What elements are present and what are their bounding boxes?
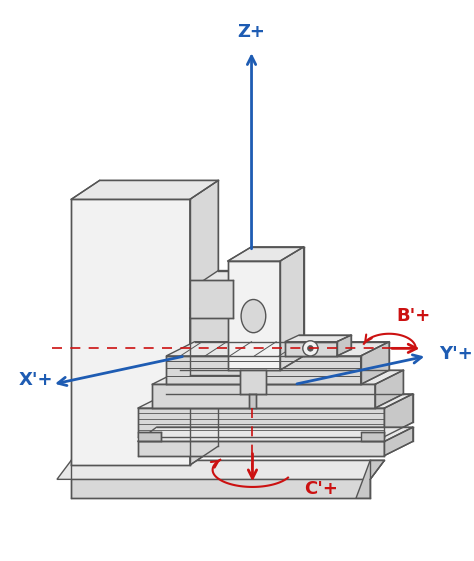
Polygon shape bbox=[190, 270, 280, 289]
Polygon shape bbox=[137, 442, 384, 456]
Polygon shape bbox=[249, 394, 256, 408]
Text: C'+: C'+ bbox=[304, 480, 337, 498]
Polygon shape bbox=[375, 370, 403, 408]
Polygon shape bbox=[252, 270, 280, 375]
Circle shape bbox=[308, 346, 313, 351]
Polygon shape bbox=[190, 181, 219, 465]
Text: Z+: Z+ bbox=[237, 23, 265, 41]
Polygon shape bbox=[361, 432, 384, 442]
Polygon shape bbox=[384, 427, 413, 456]
Polygon shape bbox=[228, 247, 304, 261]
Polygon shape bbox=[71, 181, 219, 199]
Polygon shape bbox=[137, 394, 413, 408]
Polygon shape bbox=[71, 199, 190, 465]
Ellipse shape bbox=[241, 300, 266, 333]
Polygon shape bbox=[137, 432, 161, 442]
Polygon shape bbox=[384, 394, 413, 436]
Polygon shape bbox=[240, 370, 266, 394]
Polygon shape bbox=[361, 342, 389, 384]
Polygon shape bbox=[356, 461, 384, 498]
Polygon shape bbox=[285, 335, 351, 342]
Polygon shape bbox=[71, 479, 370, 498]
Text: Y'+: Y'+ bbox=[439, 345, 473, 363]
Polygon shape bbox=[137, 408, 384, 436]
Polygon shape bbox=[57, 461, 384, 479]
Polygon shape bbox=[152, 384, 375, 408]
Polygon shape bbox=[137, 427, 413, 442]
Polygon shape bbox=[166, 342, 389, 356]
Circle shape bbox=[303, 341, 318, 356]
Polygon shape bbox=[190, 280, 233, 318]
Polygon shape bbox=[337, 335, 351, 356]
Polygon shape bbox=[285, 342, 337, 356]
Polygon shape bbox=[152, 370, 403, 384]
Polygon shape bbox=[280, 247, 304, 370]
Polygon shape bbox=[228, 261, 280, 370]
Text: B'+: B'+ bbox=[397, 307, 431, 325]
Polygon shape bbox=[166, 356, 361, 384]
Text: X'+: X'+ bbox=[19, 371, 53, 389]
Polygon shape bbox=[190, 289, 252, 375]
